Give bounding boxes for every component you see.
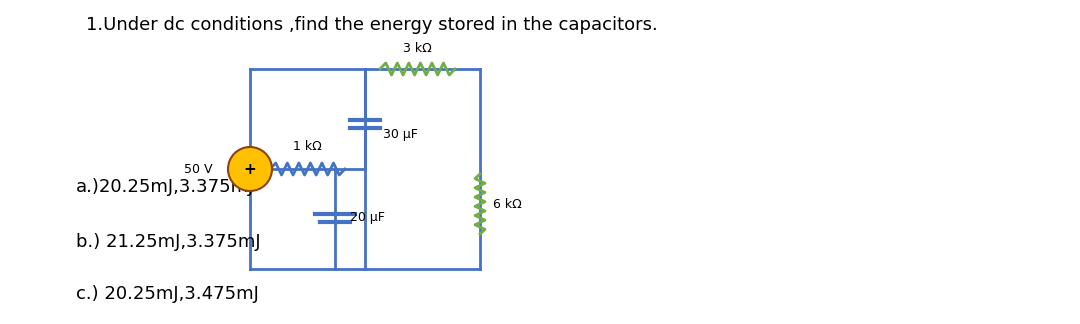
Text: b.) 21.25mJ,3.375mJ: b.) 21.25mJ,3.375mJ — [76, 233, 260, 251]
Text: 6 kΩ: 6 kΩ — [492, 198, 522, 211]
Text: c.) 20.25mJ,3.475mJ: c.) 20.25mJ,3.475mJ — [76, 285, 258, 303]
Text: 1.Under dc conditions ,find the energy stored in the capacitors.: 1.Under dc conditions ,find the energy s… — [86, 16, 658, 34]
Text: a.)20.25mJ,3.375mJ: a.)20.25mJ,3.375mJ — [76, 178, 254, 196]
Text: 20 μF: 20 μF — [350, 211, 384, 224]
Circle shape — [228, 147, 272, 191]
Text: 30 μF: 30 μF — [383, 128, 418, 141]
Text: 50 V: 50 V — [184, 163, 212, 176]
Text: 1 kΩ: 1 kΩ — [293, 140, 322, 153]
Text: 3 kΩ: 3 kΩ — [403, 42, 432, 55]
Text: +: + — [244, 161, 256, 177]
